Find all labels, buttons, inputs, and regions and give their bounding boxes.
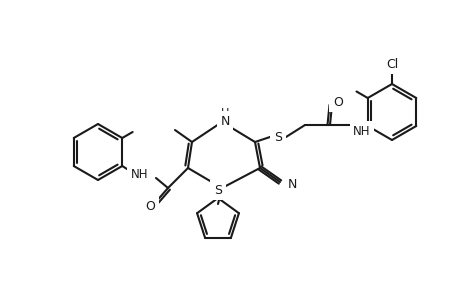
Text: NH: NH bbox=[353, 124, 370, 137]
Text: H: H bbox=[220, 108, 229, 118]
Text: S: S bbox=[274, 130, 281, 143]
Text: Cl: Cl bbox=[385, 58, 397, 70]
Text: N: N bbox=[220, 115, 229, 128]
Text: N: N bbox=[287, 178, 297, 190]
Text: O: O bbox=[332, 95, 342, 109]
Text: S: S bbox=[213, 184, 222, 196]
Text: O: O bbox=[145, 200, 155, 214]
Text: NH: NH bbox=[130, 167, 148, 181]
